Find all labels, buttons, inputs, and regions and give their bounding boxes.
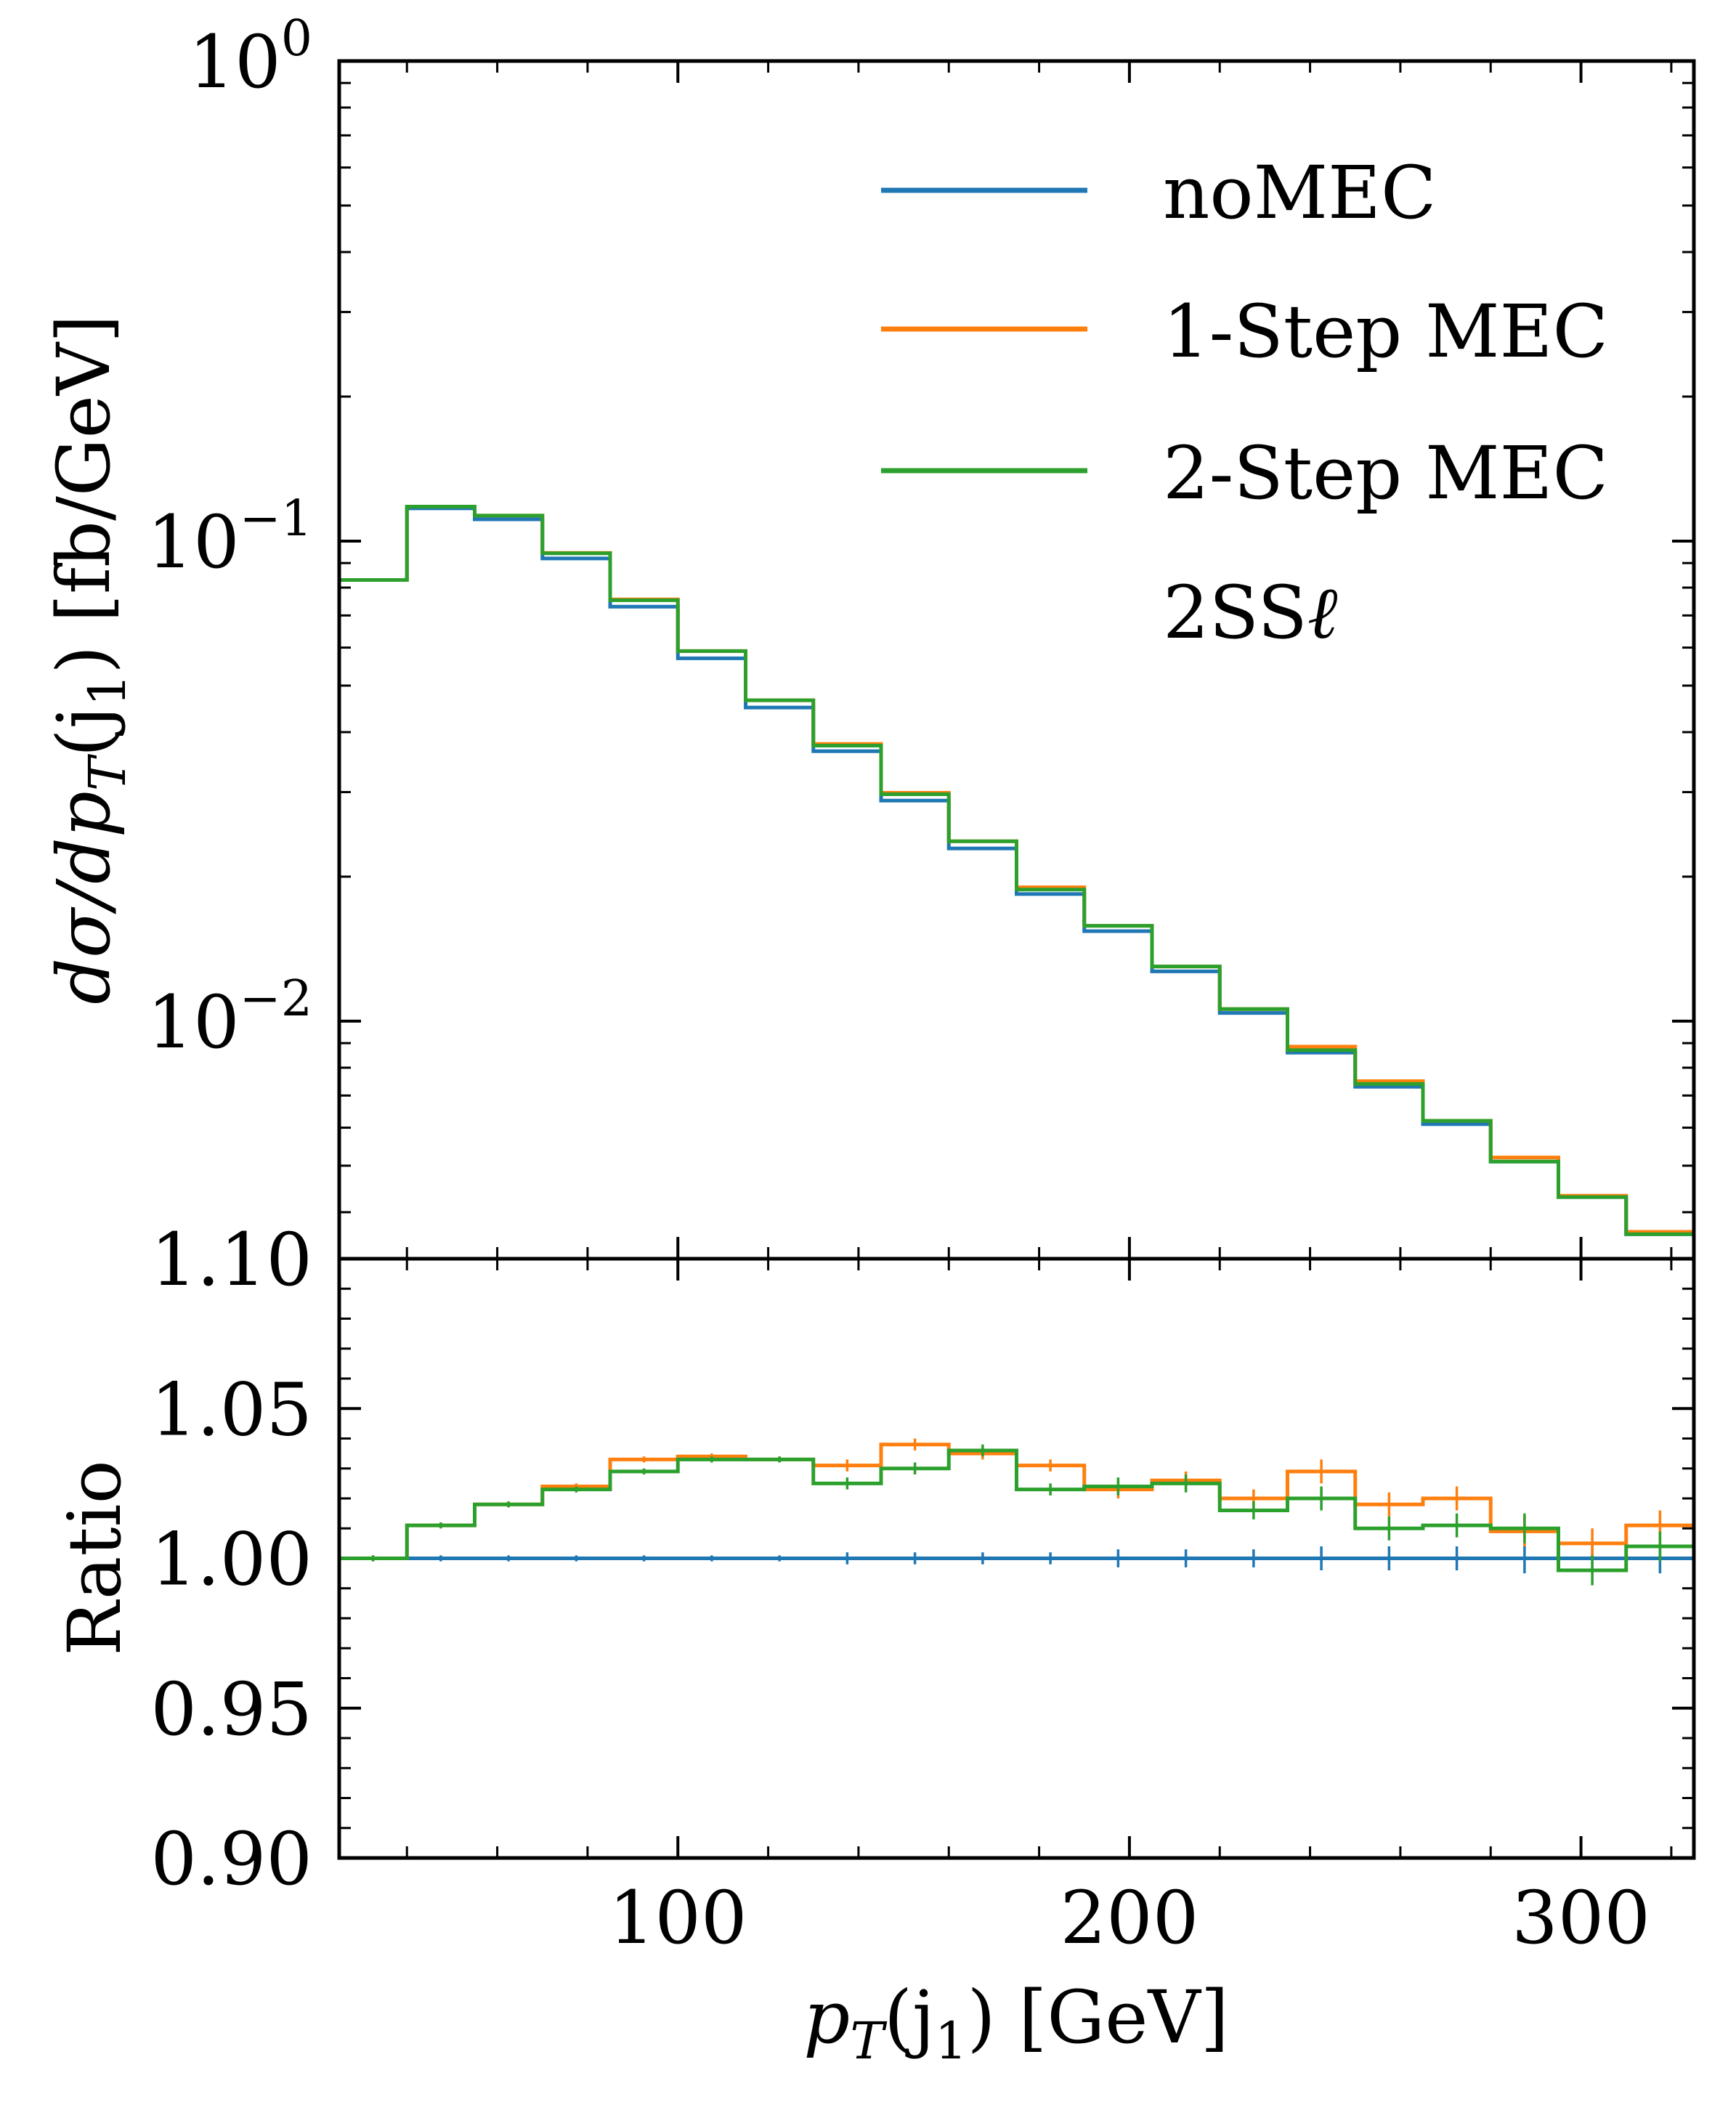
main-y-label-sub2: 1 <box>78 674 137 707</box>
main-ytick-label: 100 <box>188 10 312 105</box>
main-series-2-step-mec <box>339 504 1694 1236</box>
main-minor-ticks <box>339 61 1694 1259</box>
xtick-label: 300 <box>1512 1875 1650 1960</box>
main-ytick-label: 10−2 <box>147 970 313 1065</box>
xtick-label: 100 <box>609 1875 747 1960</box>
main-ytick-base: 10 <box>188 20 280 105</box>
main-ytick-exponent: 0 <box>281 10 312 68</box>
xtick-labels: 100 200 300 <box>609 1875 1650 1960</box>
x-label-rest: (j <box>884 1975 935 2060</box>
ratio-minor-ticks <box>339 1259 1694 1858</box>
x-label-unit: ) [GeV] <box>968 1975 1229 2060</box>
main-y-label-sub: T <box>78 754 137 791</box>
legend-label-nomec: noMEC <box>1163 150 1437 235</box>
x-label-sub2: 1 <box>935 2011 968 2071</box>
legend: noMEC 1-Step MEC 2-Step MEC 2SSℓ <box>881 150 1608 655</box>
ratio-frame <box>337 1257 1696 1860</box>
legend-channel-symbol: ℓ <box>1307 570 1338 655</box>
ratio-ytick-label: 1.05 <box>150 1367 312 1452</box>
x-label-main: p <box>803 1975 850 2060</box>
main-series <box>339 504 1694 1236</box>
main-y-label-unit: ) [fb/GeV] <box>41 315 126 674</box>
legend-label-1step: 1-Step MEC <box>1163 289 1608 374</box>
main-ytick-base: 10 <box>147 500 240 585</box>
main-ytick-base: 10 <box>147 980 240 1065</box>
main-y-label: dσ/dpT(j1) [fb/GeV] <box>41 315 137 1005</box>
ratio-ytick-label: 0.95 <box>150 1667 312 1752</box>
main-ytick-label: 10−1 <box>147 490 313 585</box>
ratio-ytick-label: 1.10 <box>150 1217 312 1302</box>
main-y-label-main: dσ/dp <box>41 791 126 1005</box>
ratio-series-2-step-mec <box>339 1448 1694 1573</box>
x-axis-label: pT(j1) [GeV] <box>803 1975 1228 2071</box>
legend-channel-text: 2SS <box>1163 570 1307 655</box>
legend-channel-label: 2SSℓ <box>1163 570 1338 655</box>
xtick-label: 200 <box>1060 1875 1198 1960</box>
x-label-sub: T <box>850 2011 887 2071</box>
ratio-ytick-labels: 0.90 0.95 1.00 1.05 1.10 <box>150 1217 312 1902</box>
main-y-label-rest: (j <box>41 706 126 757</box>
ratio-ytick-label: 1.00 <box>150 1517 312 1602</box>
main-ytick-exponent: −1 <box>240 490 312 548</box>
ratio-ytick-label: 0.90 <box>150 1817 312 1902</box>
ratio-y-label: Ratio <box>52 1460 137 1656</box>
main-ytick-exponent: −2 <box>240 970 312 1028</box>
legend-label-2step: 2-Step MEC <box>1163 431 1608 516</box>
ratio-series <box>339 1438 1694 1586</box>
ratio-panel: 0.90 0.95 1.00 1.05 1.10 100 200 300 Ratio pT(… <box>52 1217 1696 2071</box>
